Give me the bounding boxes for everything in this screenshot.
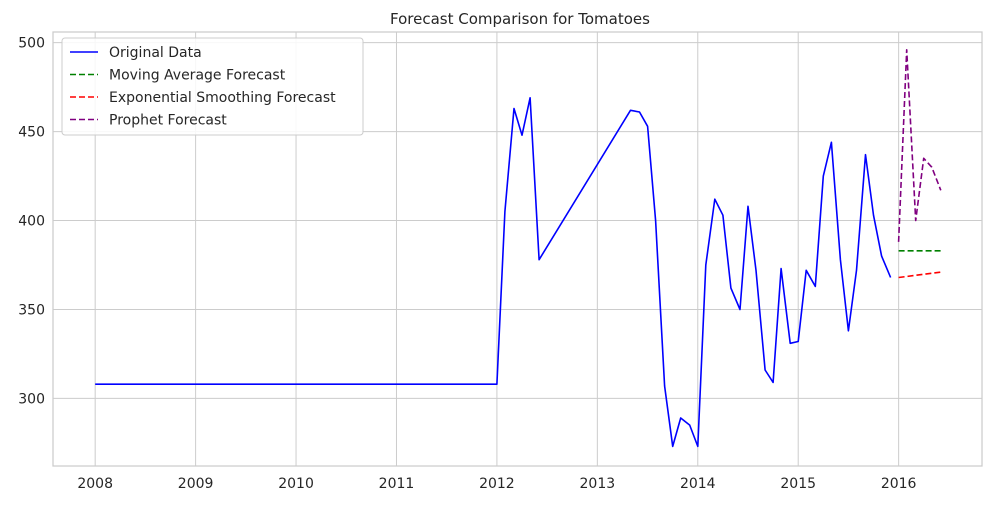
y-tick-label: 350 <box>18 302 45 318</box>
x-tick-label: 2015 <box>780 476 816 492</box>
y-tick-label: 300 <box>18 391 45 407</box>
legend-frame <box>61 37 364 136</box>
y-tick-label: 450 <box>18 125 45 141</box>
legend-item-prophet-forecast: Prophet Forecast <box>70 113 227 129</box>
x-tick-label: 2013 <box>580 476 616 492</box>
legend-item-exponential-smoothing-forecast: Exponential Smoothing Forecast <box>70 90 336 106</box>
x-axis-tick-labels: 2008 2009 2010 2011 2012 2013 2014 2015 2016 <box>77 476 916 492</box>
legend-label: Original Data <box>109 45 202 61</box>
x-tick-label: 2009 <box>178 476 214 492</box>
series-line-prophet-forecast <box>897 48 942 242</box>
plot-area-frame <box>52 31 983 467</box>
series-line-exponential-smoothing-forecast <box>898 271 941 279</box>
x-tick-label: 2010 <box>278 476 314 492</box>
y-tick-label: 400 <box>18 214 45 230</box>
x-tick-label: 2016 <box>881 476 917 492</box>
legend-label: Exponential Smoothing Forecast <box>109 90 336 106</box>
series-layer <box>95 48 942 448</box>
chart-title: Forecast Comparison for Tomatoes <box>390 10 650 28</box>
x-tick-label: 2011 <box>379 476 415 492</box>
x-tick-label: 2012 <box>479 476 515 492</box>
legend: Original Data Moving Average Forecast Expo… <box>61 37 364 136</box>
y-tick-label: 500 <box>18 36 45 52</box>
legend-item-original-data: Original Data <box>70 45 202 61</box>
series-line-original-data <box>95 97 892 448</box>
y-axis-tick-labels: 300 350 400 450 500 <box>18 36 45 408</box>
x-tick-label: 2014 <box>680 476 716 492</box>
x-tick-label: 2008 <box>77 476 113 492</box>
legend-item-moving-average-forecast: Moving Average Forecast <box>70 68 286 84</box>
legend-label: Moving Average Forecast <box>109 68 286 84</box>
legend-label: Prophet Forecast <box>109 113 227 129</box>
